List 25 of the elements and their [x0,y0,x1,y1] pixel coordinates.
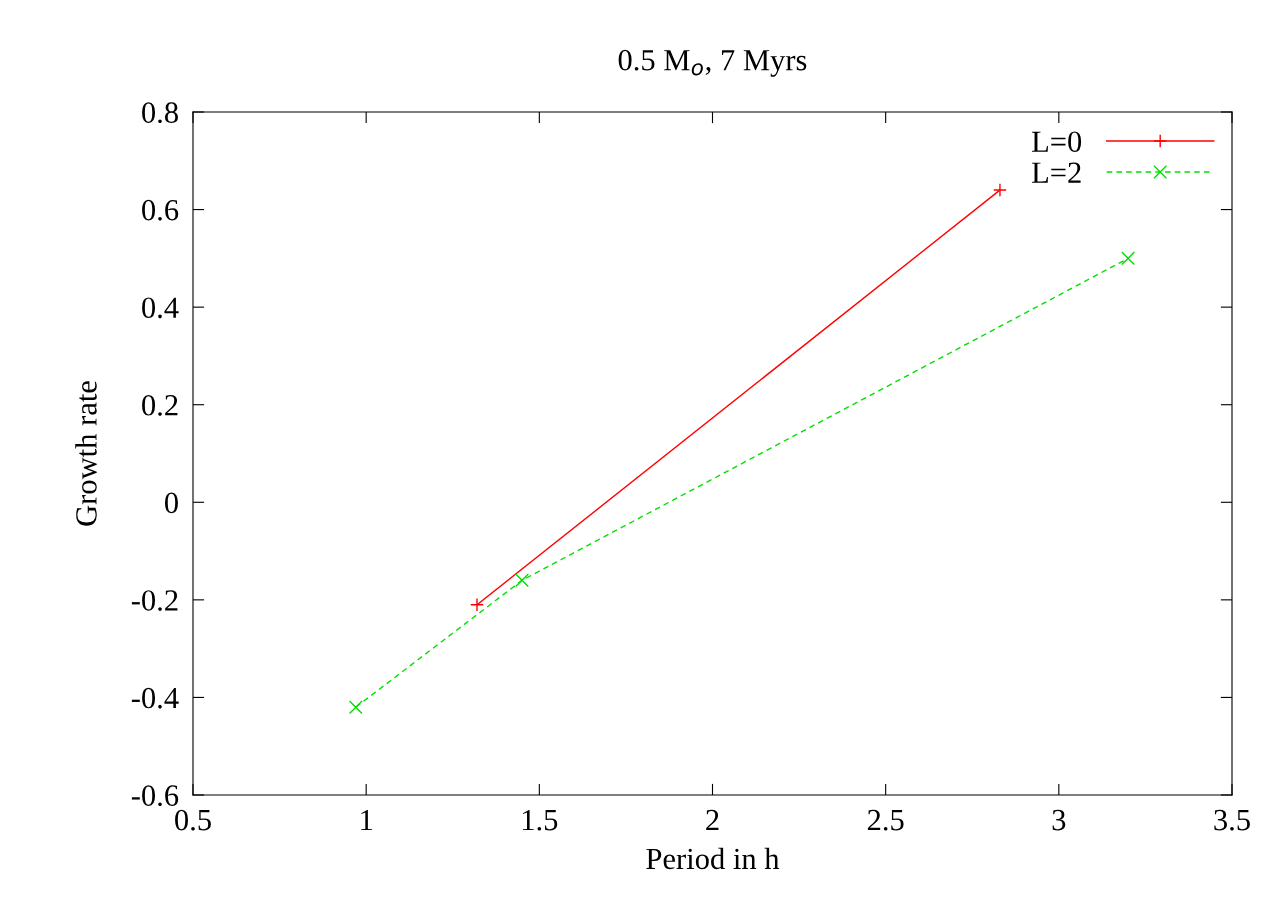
point [1121,251,1136,266]
x-tick-label: 3 [1052,809,1066,831]
y-tick-label: 0 [165,492,178,514]
point [348,700,363,715]
y-tick-label: 0.2 [142,395,178,416]
x-tick-label: 3.5 [1214,809,1250,831]
y-axis-title: Growth rate [75,381,97,526]
x-tick-label: 1 [361,809,372,831]
y-tick-label: 0.6 [142,199,179,221]
x-tick-label: 0.5 [175,809,211,831]
point [993,183,1007,198]
x-tick-label: 1.5 [522,809,558,831]
x-tick-label: 2.5 [867,809,904,831]
y-tick-label: 0.4 [142,297,179,319]
legend-label: L=0 [1031,131,1082,153]
y-tick-label: -0.4 [131,687,179,709]
legend-label: L=2 [1031,162,1081,183]
chart-title: 0.5 M$_{o}$, 7 Myrs [618,49,807,77]
y-tick-label: 0.8 [142,102,178,124]
y-tick-label: -0.2 [131,590,178,611]
point [515,573,529,588]
x-tick-label: 2 [706,809,719,831]
x-axis-title: Period in h [646,847,780,870]
y-tick-label: -0.6 [131,785,179,807]
point [470,597,484,612]
